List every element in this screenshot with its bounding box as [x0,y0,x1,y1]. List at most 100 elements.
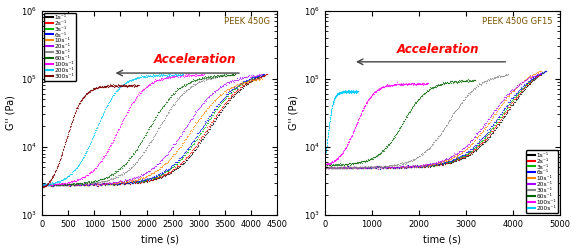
Point [423,164,432,168]
Point [78,95,87,99]
Point [460,146,469,150]
Point [110,182,119,186]
Point [365,166,374,170]
Point [376,165,385,169]
Point [69,182,78,186]
Point [384,165,393,169]
Point [154,176,163,180]
Point [442,161,452,165]
Point [260,73,269,77]
Point [398,162,407,166]
Point [178,160,187,164]
Point [453,157,462,161]
Point [471,135,480,139]
Point [116,181,125,185]
Point [123,168,132,172]
Point [150,133,159,137]
Point [444,159,453,163]
Point [229,92,238,96]
Point [409,164,418,168]
Point [125,78,134,82]
Point [450,152,460,156]
Point [336,166,346,170]
Point [324,166,333,170]
Point [353,89,362,93]
Point [95,177,104,181]
Point [403,160,412,164]
Point [372,166,381,170]
Point [61,182,70,186]
Point [202,108,211,112]
Point [340,146,350,150]
Point [432,162,441,166]
Point [476,139,486,143]
Point [417,164,426,168]
Point [349,165,358,169]
Point [58,182,67,186]
Point [115,180,124,184]
Point [168,163,177,167]
Point [461,153,470,157]
Point [400,165,410,169]
Point [482,125,491,129]
Point [418,165,427,169]
Point [381,164,390,168]
Point [173,149,182,153]
Point [377,166,386,170]
Point [424,163,433,167]
Point [109,171,119,175]
Point [66,183,75,187]
Point [70,113,79,117]
Point [323,132,332,136]
Point [340,148,349,152]
Point [438,80,447,84]
Point [353,90,362,94]
Point [222,102,231,106]
Point [369,166,378,170]
Point [365,96,374,100]
Point [335,154,344,158]
Point [406,165,415,169]
Point [128,179,137,183]
Point [325,165,335,169]
Point [182,156,191,160]
Point [427,86,436,89]
Point [148,178,157,182]
Point [76,183,85,187]
Point [363,165,372,169]
Point [100,107,109,111]
Point [51,169,60,173]
Point [246,76,255,80]
Point [52,183,62,187]
Point [249,77,259,81]
Point [209,110,218,114]
Point [109,82,118,86]
Point [74,182,83,186]
Point [138,180,147,184]
Point [245,80,254,84]
Point [366,156,376,160]
Point [60,177,70,181]
Point [157,121,166,125]
Point [347,134,356,138]
Point [134,92,143,96]
Point [329,159,338,163]
Point [124,178,133,182]
Point [334,166,343,170]
Point [392,165,401,169]
Point [340,89,350,93]
Point [242,80,252,84]
Point [150,165,159,169]
Point [344,166,354,170]
Point [498,110,507,114]
Point [461,79,470,83]
Point [67,182,77,186]
Point [334,166,343,170]
Point [508,101,517,105]
Point [53,164,62,168]
Point [331,166,340,170]
Point [161,154,170,158]
Point [69,182,78,186]
Point [335,90,344,94]
Point [213,110,222,114]
